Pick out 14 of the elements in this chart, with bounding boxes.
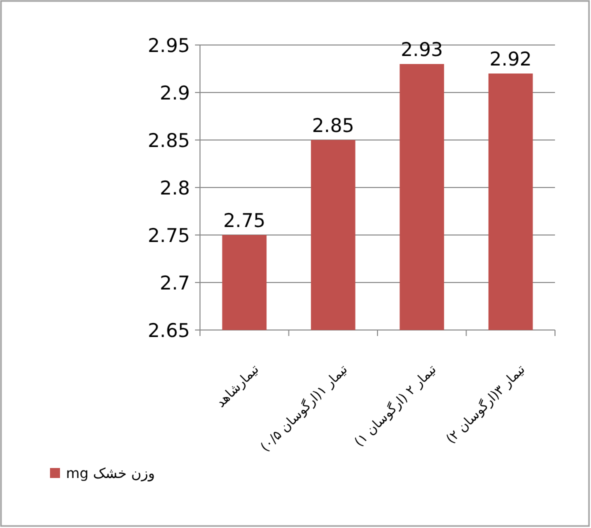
y-tick-label: 2.95 (148, 35, 190, 57)
data-label: 2.92 (489, 48, 532, 70)
data-label: 2.75 (223, 210, 266, 232)
y-tick-label: 2.9 (160, 82, 190, 104)
data-label: 2.85 (312, 115, 354, 137)
y-tick-label: 2.85 (148, 130, 190, 152)
y-tick-label: 2.7 (160, 272, 190, 294)
x-tick-label: تیمار ۲ (ارگوسان ۱) (351, 361, 440, 450)
legend-label: وزن خشک mg (66, 466, 155, 482)
y-tick-label: 2.75 (148, 225, 190, 247)
y-tick-label: 2.65 (148, 320, 190, 342)
data-label: 2.93 (400, 39, 444, 61)
x-tick-label: تیمار ۳(ارگوسان ۲) (442, 361, 529, 447)
y-tick-label: 2.8 (160, 178, 190, 200)
